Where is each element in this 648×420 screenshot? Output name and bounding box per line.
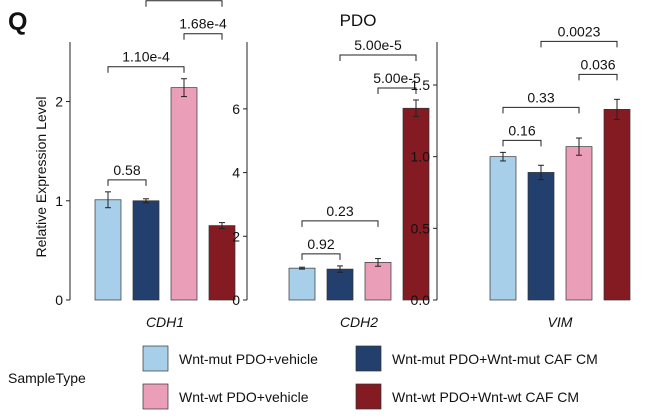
chart-panels: 0120.581.10e-41.68e-42.39e-4CDH102460.92… <box>55 0 631 330</box>
legend-swatch <box>142 345 169 372</box>
bar <box>527 172 555 301</box>
p-value-label: 0.92 <box>307 236 334 252</box>
legend-entry-label: Wnt-mut PDO+Wnt-mut CAF CM <box>392 351 598 367</box>
y-tick-label: 2 <box>55 94 63 110</box>
bar <box>565 146 593 301</box>
bar <box>94 199 122 301</box>
comparison-bracket <box>502 106 580 114</box>
comparison-bracket <box>301 220 379 227</box>
bar <box>288 267 316 301</box>
y-tick-label: 4 <box>232 165 240 181</box>
y-tick-label: 1.0 <box>411 149 431 165</box>
bar <box>402 107 430 301</box>
p-value-label: 5.00e-5 <box>373 70 421 86</box>
bar <box>208 225 236 301</box>
y-tick-label: 2 <box>232 228 240 244</box>
y-tick-label: 0.5 <box>411 220 431 236</box>
gene-label: VIM <box>548 314 573 330</box>
bar <box>132 200 160 301</box>
y-axis-label: Relative Expression Level <box>33 96 49 257</box>
p-value-label: 1.10e-4 <box>122 49 170 65</box>
comparison-bracket <box>107 179 147 186</box>
legend-title: SampleType <box>8 370 86 386</box>
legend-swatch <box>355 345 382 372</box>
bar <box>364 262 392 301</box>
gene-label: CDH1 <box>146 314 184 330</box>
comparison-bracket <box>377 87 417 94</box>
legend: SampleType Wnt-mut PDO+vehicle Wnt-mut PD… <box>8 345 598 410</box>
y-tick-label: 0.0 <box>411 292 431 308</box>
legend-entry-label: Wnt-mut PDO+vehicle <box>179 351 318 367</box>
bar <box>170 87 198 301</box>
p-value-label: 0.0023 <box>558 23 601 39</box>
comparison-bracket <box>578 73 618 81</box>
legend-swatch <box>355 383 382 410</box>
comparison-bracket <box>145 0 223 7</box>
comparison-bracket <box>301 253 341 260</box>
comparison-bracket <box>540 40 618 48</box>
y-tick-label: 1.5 <box>411 77 431 93</box>
comparison-bracket <box>107 66 185 73</box>
p-value-label: 0.16 <box>508 122 535 138</box>
p-value-label: 1.68e-4 <box>179 16 227 32</box>
p-value-label: 5.00e-5 <box>354 37 402 53</box>
bar <box>489 156 517 301</box>
panel-letter: Q <box>8 8 27 36</box>
legend-entry-label: Wnt-wt PDO+Wnt-wt CAF CM <box>392 389 579 405</box>
panel-cdh2: 0 2 4 6 0.92 0.23 5.00e-5 5.00e-5 CDH2 <box>232 37 430 330</box>
legend-entry-label: Wnt-wt PDO+vehicle <box>179 389 309 405</box>
comparison-bracket <box>339 54 417 61</box>
p-value-label: 0.33 <box>527 89 554 105</box>
y-tick-label: 6 <box>232 101 240 117</box>
comparison-bracket <box>183 33 223 40</box>
bar <box>326 268 354 301</box>
chart-title: PDO <box>340 11 377 30</box>
p-value-label: 0.23 <box>326 203 353 219</box>
bar <box>603 109 631 301</box>
gene-label: CDH2 <box>340 314 378 330</box>
y-tick-label: 1 <box>55 193 63 209</box>
comparison-bracket <box>502 139 542 147</box>
p-value-label: 0.036 <box>580 56 615 72</box>
y-tick-label: 0 <box>232 292 240 308</box>
p-value-label: 0.58 <box>113 162 140 178</box>
y-tick-label: 0 <box>55 292 63 308</box>
legend-swatch <box>142 383 169 410</box>
panel-vim: 0.0 0.5 1.0 1.5 0.16 0.33 0.036 0.0023 VIM <box>411 23 631 330</box>
